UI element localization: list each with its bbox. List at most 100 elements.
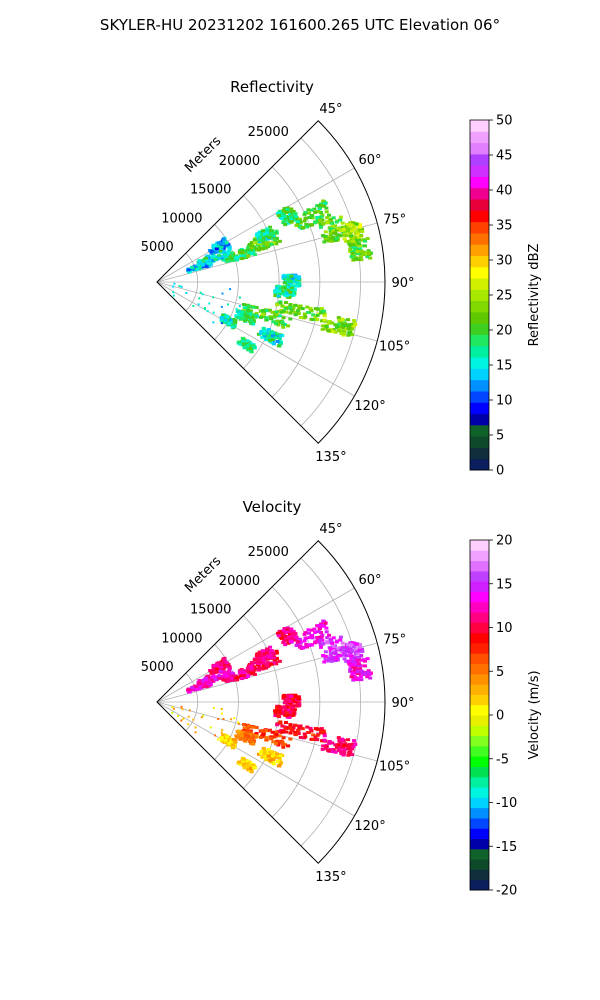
echo-region xyxy=(208,656,231,675)
echo-region xyxy=(239,723,293,749)
azimuth-tick-label: 45° xyxy=(319,102,342,117)
colorbar-swatch xyxy=(470,165,489,177)
echo-region xyxy=(339,641,366,665)
colorbar-swatch xyxy=(470,458,489,471)
colorbar-tick-label: 10 xyxy=(496,394,513,409)
colorbar-swatch xyxy=(470,187,489,200)
colorbar-swatch xyxy=(470,311,489,324)
colorbar-tick-label: 20 xyxy=(496,534,513,549)
radial-tick-label: 10000 xyxy=(161,631,202,646)
azimuth-tick-label: 75° xyxy=(383,212,406,227)
colorbar-swatch xyxy=(470,725,489,737)
echo-speckle xyxy=(171,705,240,741)
azimuth-tick-label: 60° xyxy=(359,153,382,168)
echo-region xyxy=(289,199,332,230)
azimuth-tick-label: 90° xyxy=(391,276,414,291)
azimuth-spoke xyxy=(156,222,378,283)
colorbar-swatch xyxy=(470,694,489,706)
radial-tick-label: 5000 xyxy=(141,240,174,255)
colorbar-swatch xyxy=(470,745,489,757)
colorbar-swatch xyxy=(470,570,489,582)
radial-tick-label: 15000 xyxy=(190,183,231,198)
azimuth-tick-label: 105° xyxy=(379,760,410,775)
colorbar-tick-label: 5 xyxy=(496,429,504,444)
colorbar-swatch xyxy=(470,323,489,336)
colorbar-swatch xyxy=(470,153,489,166)
colorbar-swatch xyxy=(470,869,489,881)
azimuth-tick-label: 105° xyxy=(379,340,410,355)
colorbar-swatch xyxy=(470,632,489,644)
colorbar-swatch xyxy=(470,859,489,870)
echo-region xyxy=(234,729,259,746)
colorbar-swatch xyxy=(470,266,489,279)
colorbar-tick-label: 10 xyxy=(496,621,513,636)
echo-region xyxy=(196,244,234,267)
colorbar-tick-label: 30 xyxy=(496,254,513,269)
echo-region xyxy=(346,657,373,682)
colorbar-swatch xyxy=(470,612,489,623)
echo-region xyxy=(196,664,234,687)
colorbar-swatch xyxy=(470,390,489,403)
colorbar-swatch xyxy=(470,550,489,562)
colorbar-swatch xyxy=(470,684,489,695)
azimuth-spoke xyxy=(156,281,355,397)
colorbar-swatch xyxy=(470,402,489,415)
azimuth-tick-label: 120° xyxy=(354,399,385,414)
sector-frame xyxy=(156,120,386,444)
colorbar-swatch xyxy=(470,334,489,347)
echo-region xyxy=(236,756,257,774)
colorbar-swatch xyxy=(470,131,489,144)
colorbar-swatch xyxy=(470,244,489,256)
echo-region xyxy=(273,284,297,299)
azimuth-tick-label: 135° xyxy=(315,870,346,885)
colorbar-swatch xyxy=(470,221,489,234)
colorbar-swatch xyxy=(470,424,489,437)
echo-region xyxy=(256,746,285,768)
suptitle: SKYLER-HU 20231202 161600.265 UTC Elevat… xyxy=(99,16,501,34)
azimuth-tick-label: 60° xyxy=(359,573,382,588)
colorbar-swatch xyxy=(470,142,489,155)
colorbar-swatch xyxy=(470,199,489,211)
echo-region xyxy=(219,313,238,330)
echo-region xyxy=(275,300,327,323)
colorbar-swatch xyxy=(470,120,489,132)
echo-region xyxy=(236,336,257,354)
colorbar-swatch xyxy=(470,300,489,313)
colorbar-swatch xyxy=(470,848,489,860)
radial-tick-label: 25000 xyxy=(248,545,289,560)
echo-region xyxy=(208,236,231,255)
colorbar-swatch xyxy=(470,766,489,778)
echo-region xyxy=(320,314,358,337)
echo-region xyxy=(318,215,348,244)
colorbar-swatch xyxy=(470,735,489,747)
colorbar-swatch xyxy=(470,622,489,634)
colorbar-tick-label: 0 xyxy=(496,709,504,724)
colorbar-swatch xyxy=(470,653,489,665)
echo-region xyxy=(254,225,277,244)
colorbar-swatch xyxy=(470,379,489,392)
echo-region xyxy=(289,619,332,650)
azimuth-tick-label: 75° xyxy=(383,632,406,647)
colorbar-tick-label: 50 xyxy=(496,114,513,129)
colorbar: -20 -15 -10 -5 0 5 10 15 20 Velocity (m/s) xyxy=(469,534,542,899)
chart-title: Reflectivity xyxy=(230,78,314,96)
colorbar-swatch xyxy=(470,591,489,603)
radial-tick-label: 5000 xyxy=(141,660,174,675)
azimuth-tick-label: 135° xyxy=(315,450,346,465)
colorbar-swatch xyxy=(470,278,489,290)
colorbar-swatch xyxy=(470,673,489,685)
echo-region xyxy=(254,645,277,664)
echo-layer xyxy=(186,619,373,774)
colorbar-swatch xyxy=(470,704,489,716)
sector-frame xyxy=(156,540,386,864)
reflectivity-panel: Reflectivity500010000150002000025000Mete… xyxy=(141,78,542,479)
colorbar-swatch xyxy=(470,581,489,592)
colorbar-swatch xyxy=(470,232,489,245)
radial-tick-label: 20000 xyxy=(219,154,260,169)
echo-region xyxy=(281,273,302,289)
echo-region xyxy=(256,326,285,348)
echo-region xyxy=(320,734,358,757)
colorbar-swatch xyxy=(470,447,489,460)
colorbar-swatch xyxy=(470,413,489,426)
colorbar-swatch xyxy=(470,715,489,726)
